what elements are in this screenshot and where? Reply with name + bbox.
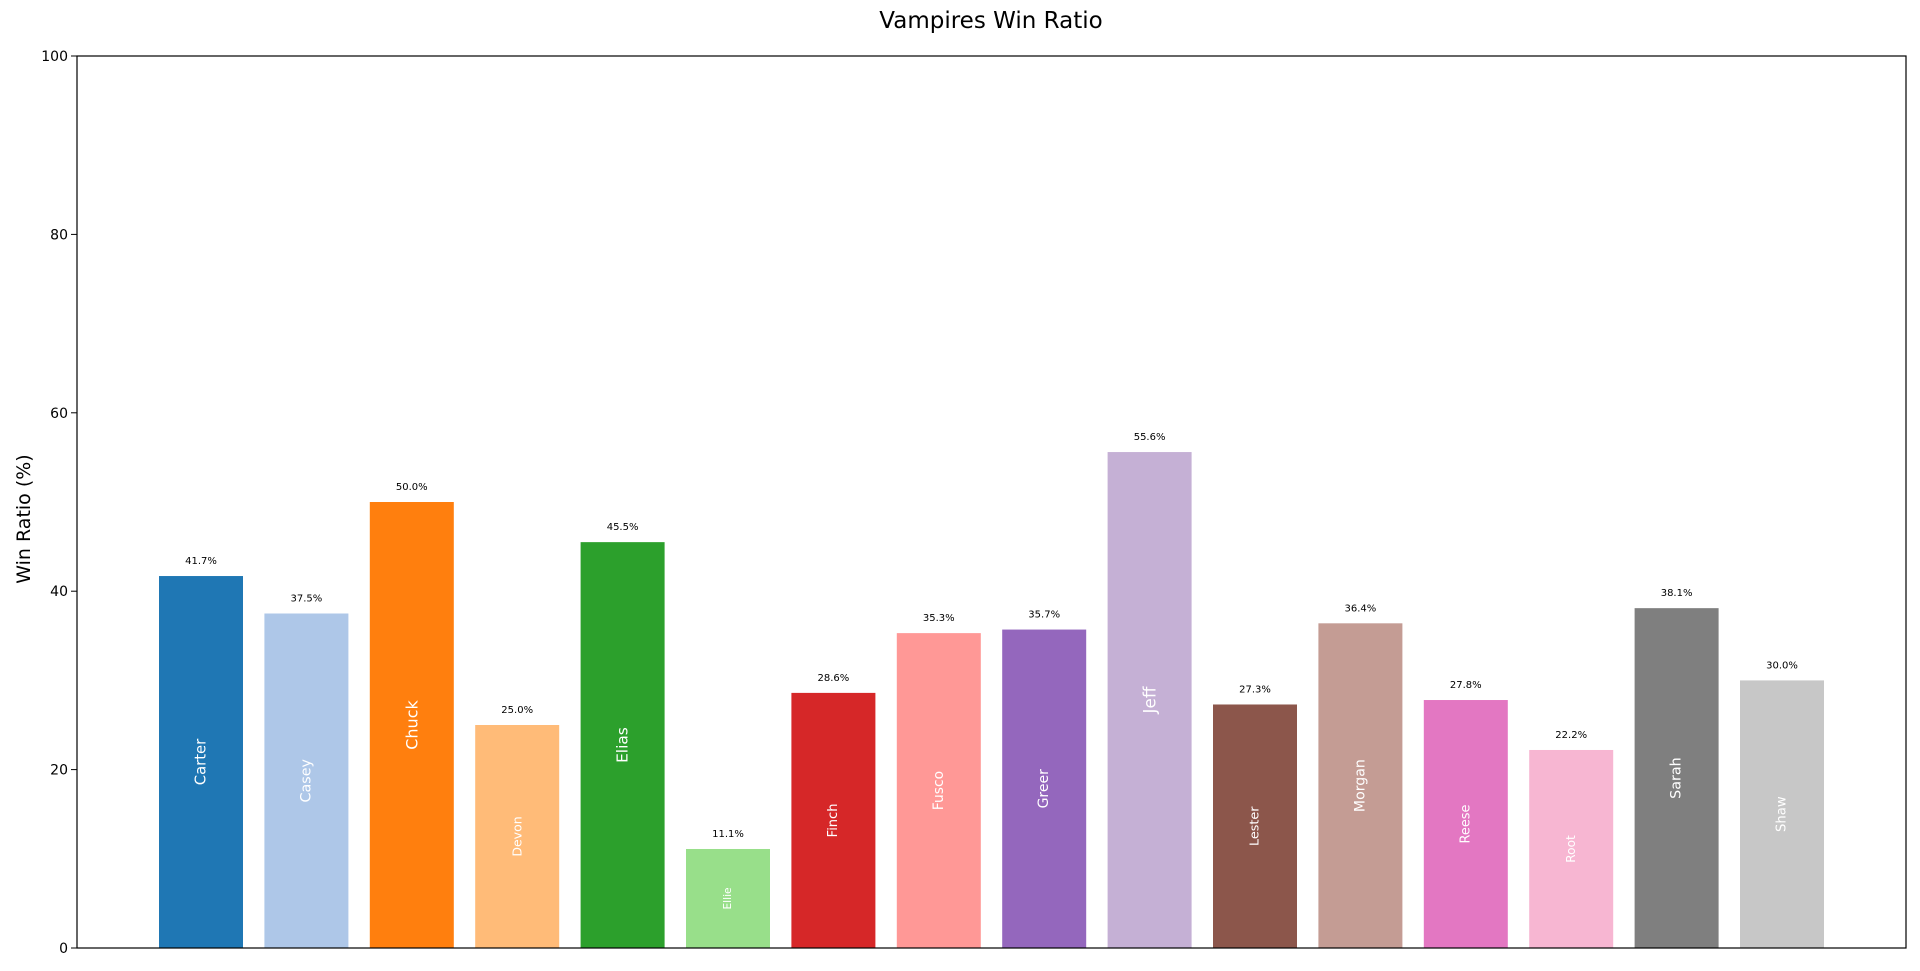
- y-tick-label: 0: [59, 941, 68, 957]
- bar-name-labels-group: Carter Casey Chuck Devon Elias Ellie Finch Fusc…: [193, 686, 1790, 909]
- bar-name-sarah: Sarah: [1669, 757, 1685, 799]
- bar-name-fusco: Fusco: [931, 771, 947, 810]
- bar-casey: [264, 613, 349, 948]
- value-label-jeff: 55.6%: [1134, 432, 1166, 443]
- bar-finch: [791, 692, 876, 948]
- y-tick-label: 100: [41, 49, 68, 65]
- value-label-elias: 45.5%: [607, 522, 639, 533]
- value-label-ellie: 11.1%: [712, 829, 744, 840]
- value-label-fusco: 35.3%: [923, 613, 955, 624]
- value-label-lester: 27.3%: [1239, 684, 1271, 695]
- bar-jeff: [1107, 452, 1192, 948]
- bar-name-reese: Reese: [1458, 805, 1473, 844]
- bar-name-casey: Casey: [298, 758, 314, 802]
- value-label-reese: 27.8%: [1450, 680, 1482, 691]
- bar-name-devon: Devon: [510, 816, 525, 856]
- bar-name-greer: Greer: [1036, 769, 1052, 809]
- chart-title: Vampires Win Ratio: [879, 8, 1102, 34]
- value-label-carter: 41.7%: [185, 556, 217, 567]
- bar-chuck: [369, 502, 454, 948]
- bar-devon: [475, 725, 560, 948]
- bar-name-ellie: Ellie: [722, 887, 734, 909]
- value-label-greer: 35.7%: [1028, 610, 1060, 621]
- y-axis-ticks: 0 20 40 60 80 100: [41, 49, 77, 957]
- value-label-morgan: 36.4%: [1345, 603, 1377, 614]
- value-label-shaw: 30.0%: [1766, 660, 1798, 671]
- plot-frame: [76, 55, 1907, 949]
- value-label-casey: 37.5%: [291, 594, 323, 605]
- bar-greer: [1002, 629, 1087, 948]
- bar-name-jeff: Jeff: [1140, 686, 1160, 714]
- bar-name-morgan: Morgan: [1352, 759, 1368, 812]
- bar-elias: [580, 542, 665, 948]
- bar-name-shaw: Shaw: [1775, 796, 1790, 832]
- bar-fusco: [896, 633, 981, 948]
- bar-name-chuck: Chuck: [402, 700, 421, 750]
- y-tick-label: 80: [50, 227, 68, 243]
- bar-name-elias: Elias: [614, 727, 632, 763]
- value-label-chuck: 50.0%: [396, 482, 428, 493]
- bar-name-lester: Lester: [1248, 806, 1263, 846]
- bar-lester: [1213, 704, 1297, 948]
- value-label-root: 22.2%: [1555, 730, 1587, 741]
- bar-morgan: [1318, 623, 1403, 948]
- bar-sarah: [1634, 608, 1719, 948]
- y-tick-label: 60: [50, 406, 68, 422]
- y-axis-label: Win Ratio (%): [13, 454, 35, 583]
- y-tick-label: 40: [50, 584, 68, 600]
- value-label-sarah: 38.1%: [1661, 588, 1693, 599]
- bar-shaw: [1740, 680, 1824, 948]
- bar-carter: [159, 576, 243, 948]
- bars-group: [159, 452, 1824, 948]
- bar-ellie: [686, 848, 770, 948]
- value-label-devon: 25.0%: [501, 705, 533, 716]
- bar-reese: [1423, 700, 1508, 948]
- value-labels-group: 41.7% 37.5% 50.0% 25.0% 45.5% 11.1% 28.6% 35.3%…: [185, 432, 1798, 840]
- y-tick-label: 20: [50, 763, 68, 779]
- bar-root: [1529, 749, 1614, 948]
- bar-name-root: Root: [1564, 835, 1578, 863]
- bar-name-carter: Carter: [193, 738, 210, 785]
- bar-name-finch: Finch: [826, 804, 841, 838]
- value-label-finch: 28.6%: [818, 673, 850, 684]
